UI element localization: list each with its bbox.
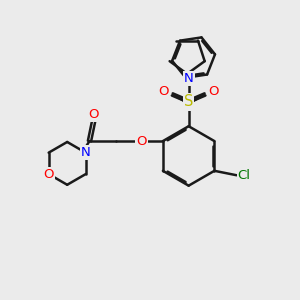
Text: S: S (184, 94, 193, 110)
Text: O: O (136, 135, 147, 148)
Text: N: N (184, 72, 194, 85)
Text: N: N (81, 146, 91, 159)
Text: O: O (208, 85, 219, 98)
Text: Cl: Cl (238, 169, 250, 182)
Text: O: O (159, 85, 169, 98)
Text: O: O (89, 108, 99, 121)
Text: O: O (44, 168, 54, 181)
